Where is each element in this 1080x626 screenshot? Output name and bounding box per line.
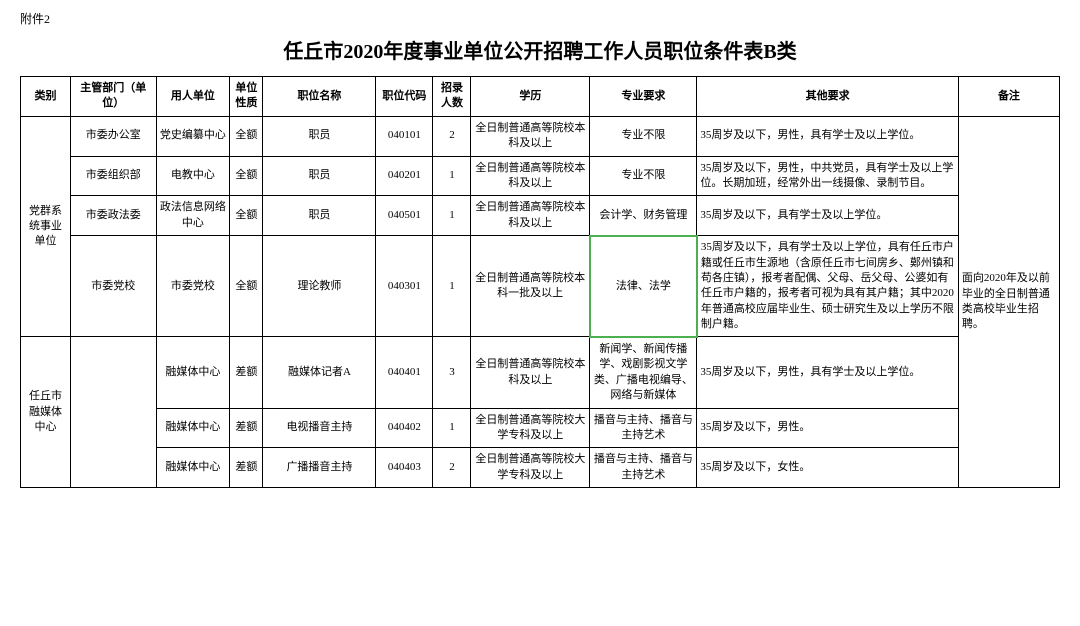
cell-code: 040301 xyxy=(376,236,433,337)
cell-dept: 市委组织部 xyxy=(70,156,156,196)
cell-other: 35周岁及以下，具有学士及以上学位，具有任丘市户籍或任丘市生源地（含原任丘市七间… xyxy=(697,236,959,337)
cell-major: 播音与主持、播音与主持艺术 xyxy=(590,448,697,488)
cell-nature: 全额 xyxy=(230,156,263,196)
recruitment-table: 类别 主管部门（单位） 用人单位 单位性质 职位名称 职位代码 招录人数 学历 … xyxy=(20,76,1060,488)
header-edu: 学历 xyxy=(471,77,590,117)
cell-nature: 全额 xyxy=(230,196,263,236)
cell-dept: 市委党校 xyxy=(70,236,156,337)
cell-count: 1 xyxy=(433,408,471,448)
header-category: 类别 xyxy=(21,77,71,117)
cell-nature: 全额 xyxy=(230,236,263,337)
cell-nature: 差额 xyxy=(230,408,263,448)
cell-count: 2 xyxy=(433,448,471,488)
header-unit: 用人单位 xyxy=(156,77,230,117)
cell-position: 职员 xyxy=(263,196,376,236)
cell-unit: 融媒体中心 xyxy=(156,337,230,408)
cell-other: 35周岁及以下，男性。 xyxy=(697,408,959,448)
cell-other: 35周岁及以下，男性，具有学士及以上学位。 xyxy=(697,337,959,408)
cell-nature: 差额 xyxy=(230,337,263,408)
header-dept: 主管部门（单位） xyxy=(70,77,156,117)
cell-dept-empty xyxy=(70,337,156,488)
cell-major: 专业不限 xyxy=(590,116,697,156)
cell-dept: 市委政法委 xyxy=(70,196,156,236)
cell-unit: 政法信息网络中心 xyxy=(156,196,230,236)
cell-position: 职员 xyxy=(263,116,376,156)
cell-dept: 市委办公室 xyxy=(70,116,156,156)
cell-code: 040403 xyxy=(376,448,433,488)
cell-count: 1 xyxy=(433,156,471,196)
header-row: 类别 主管部门（单位） 用人单位 单位性质 职位名称 职位代码 招录人数 学历 … xyxy=(21,77,1060,117)
header-nature: 单位性质 xyxy=(230,77,263,117)
cell-position: 理论教师 xyxy=(263,236,376,337)
table-row: 市委政法委 政法信息网络中心 全额 职员 040501 1 全日制普通高等院校本… xyxy=(21,196,1060,236)
header-major: 专业要求 xyxy=(590,77,697,117)
cell-code: 040101 xyxy=(376,116,433,156)
cell-code: 040402 xyxy=(376,408,433,448)
cell-nature: 差额 xyxy=(230,448,263,488)
cell-position: 职员 xyxy=(263,156,376,196)
cell-other: 35周岁及以下，男性，中共党员，具有学士及以上学位。长期加班，经常外出一线摄像、… xyxy=(697,156,959,196)
header-code: 职位代码 xyxy=(376,77,433,117)
cell-other: 35周岁及以下，男性，具有学士及以上学位。 xyxy=(697,116,959,156)
attachment-label: 附件2 xyxy=(20,10,1060,27)
page-title: 任丘市2020年度事业单位公开招聘工作人员职位条件表B类 xyxy=(20,35,1060,64)
cell-other: 35周岁及以下，具有学士及以上学位。 xyxy=(697,196,959,236)
cell-major: 会计学、财务管理 xyxy=(590,196,697,236)
header-count: 招录人数 xyxy=(433,77,471,117)
cell-edu: 全日制普通高等院校本科一批及以上 xyxy=(471,236,590,337)
cell-unit: 融媒体中心 xyxy=(156,448,230,488)
table-row: 市委组织部 电教中心 全额 职员 040201 1 全日制普通高等院校本科及以上… xyxy=(21,156,1060,196)
cell-code: 040201 xyxy=(376,156,433,196)
cell-position: 融媒体记者A xyxy=(263,337,376,408)
table-row: 融媒体中心 差额 广播播音主持 040403 2 全日制普通高等院校大学专科及以… xyxy=(21,448,1060,488)
cell-unit: 党史编纂中心 xyxy=(156,116,230,156)
cell-unit: 电教中心 xyxy=(156,156,230,196)
header-other: 其他要求 xyxy=(697,77,959,117)
cell-other: 35周岁及以下，女性。 xyxy=(697,448,959,488)
table-row: 融媒体中心 差额 电视播音主持 040402 1 全日制普通高等院校大学专科及以… xyxy=(21,408,1060,448)
cell-count: 3 xyxy=(433,337,471,408)
cell-edu: 全日制普通高等院校大学专科及以上 xyxy=(471,448,590,488)
header-position: 职位名称 xyxy=(263,77,376,117)
table-row: 市委党校 市委党校 全额 理论教师 040301 1 全日制普通高等院校本科一批… xyxy=(21,236,1060,337)
cell-edu: 全日制普通高等院校大学专科及以上 xyxy=(471,408,590,448)
cell-major: 新闻学、新闻传播学、戏剧影视文学类、广播电视编导、网络与新媒体 xyxy=(590,337,697,408)
cell-major: 专业不限 xyxy=(590,156,697,196)
cell-position: 广播播音主持 xyxy=(263,448,376,488)
header-remark: 备注 xyxy=(958,77,1059,117)
table-row: 任丘市融媒体中心 融媒体中心 差额 融媒体记者A 040401 3 全日制普通高… xyxy=(21,337,1060,408)
cell-edu: 全日制普通高等院校本科及以上 xyxy=(471,156,590,196)
cell-unit: 市委党校 xyxy=(156,236,230,337)
cell-major: 播音与主持、播音与主持艺术 xyxy=(590,408,697,448)
cell-position: 电视播音主持 xyxy=(263,408,376,448)
cell-edu: 全日制普通高等院校本科及以上 xyxy=(471,337,590,408)
cell-edu: 全日制普通高等院校本科及以上 xyxy=(471,116,590,156)
table-body: 党群系统事业单位 市委办公室 党史编纂中心 全额 职员 040101 2 全日制… xyxy=(21,116,1060,487)
cell-unit: 融媒体中心 xyxy=(156,408,230,448)
cell-category: 党群系统事业单位 xyxy=(21,116,71,337)
cell-code: 040401 xyxy=(376,337,433,408)
cell-remark: 面向2020年及以前毕业的全日制普通类高校毕业生招聘。 xyxy=(958,116,1059,487)
cell-major-highlighted: 法律、法学 xyxy=(590,236,697,337)
table-row: 党群系统事业单位 市委办公室 党史编纂中心 全额 职员 040101 2 全日制… xyxy=(21,116,1060,156)
cell-edu: 全日制普通高等院校本科及以上 xyxy=(471,196,590,236)
cell-count: 1 xyxy=(433,236,471,337)
cell-count: 1 xyxy=(433,196,471,236)
cell-count: 2 xyxy=(433,116,471,156)
cell-code: 040501 xyxy=(376,196,433,236)
cell-nature: 全额 xyxy=(230,116,263,156)
cell-dept: 任丘市融媒体中心 xyxy=(21,337,71,488)
